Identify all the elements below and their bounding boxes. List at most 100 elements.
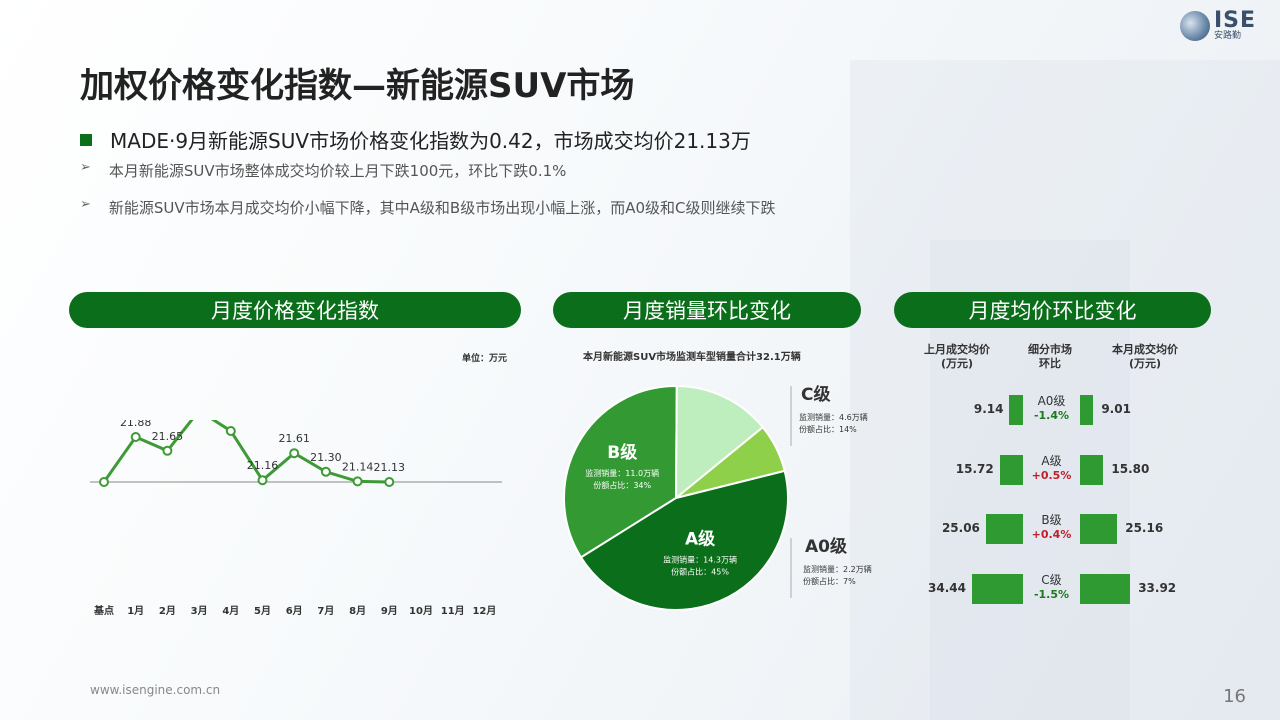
segment-name: C级 (1041, 572, 1062, 587)
x-tick-label: 10月 (409, 605, 433, 617)
logo-globe-icon (1179, 10, 1210, 41)
bullet-1: ➢ 本月新能源SUV市场整体成交均价较上月下跌100元，环比下跌0.1% (80, 160, 566, 181)
cur-price-value: 25.16 (1125, 521, 1164, 535)
x-tick-label: 4月 (222, 605, 239, 617)
x-tick-label: 基点 (93, 604, 114, 617)
data-point (225, 426, 236, 436)
segment-name: B级 (1041, 513, 1062, 527)
unit-label: 单位：万元 (462, 354, 508, 364)
footer-url[interactable]: www.isengine.com.cn (90, 683, 221, 697)
x-tick-label: 2月 (159, 605, 176, 617)
slice-share-label: 份额占比：34% (593, 480, 651, 490)
bar-cur-price (1080, 395, 1094, 425)
slice-share-label: 份额占比：45% (671, 567, 729, 577)
data-label: 21.30 (310, 451, 342, 464)
segment-change: B级 +0.4% (1025, 513, 1078, 542)
slice-name-label: A0级 (805, 536, 847, 557)
arrow-bullet-icon: ➢ (80, 197, 91, 212)
segment-name: A级 (1041, 453, 1062, 468)
x-tick-label: 9月 (381, 605, 398, 617)
slice-share-label: 份额占比：14% (799, 424, 857, 434)
prev-price-value: 9.14 (973, 402, 1004, 416)
data-label: 21.98 (215, 420, 247, 423)
arrow-bullet-icon: ➢ (80, 160, 91, 175)
slice-volume-label: 监测销量：4.6万辆 (799, 412, 868, 422)
brand-logo: ISE 安路勤 (1179, 8, 1256, 41)
segment-change: A0级 -1.4% (1025, 394, 1078, 423)
data-label: 21.65 (152, 430, 184, 443)
background-building-shape (850, 60, 1280, 720)
segment-change: A级 +0.5% (1025, 454, 1078, 483)
segment-change-pct: +0.5% (1031, 468, 1072, 482)
header-segment: 细分市场 环比 (1028, 343, 1072, 371)
pie-title: 本月新能源SUV市场监测车型销量合计32.1万辆 (583, 352, 801, 363)
data-point (384, 477, 395, 487)
panel-header-sales: 月度销量环比变化 (553, 292, 861, 328)
headline-text: MADE·9月新能源SUV市场价格变化指数为0.42，市场成交均价21.13万 (110, 129, 751, 153)
segment-change: C级 -1.5% (1025, 573, 1078, 602)
prev-price-value: 15.72 (955, 461, 994, 476)
x-tick-label: 7月 (317, 605, 334, 617)
page-title: 加权价格变化指数—新能源SUV市场 (80, 66, 635, 106)
logo-main-text: ISE (1213, 8, 1256, 33)
x-tick-label: 1月 (127, 605, 144, 617)
bar-prev-price (972, 573, 1023, 604)
headline: MADE·9月新能源SUV市场价格变化指数为0.42，市场成交均价21.13万 (80, 125, 751, 154)
prev-price-value: 34.44 (928, 580, 967, 595)
slice-name-label: B级 (607, 442, 637, 463)
data-label: 21.13 (374, 461, 406, 474)
bullet-text: 本月新能源SUV市场整体成交均价较上月下跌100元，环比下跌0.1% (108, 162, 567, 180)
cur-price-value: 9.01 (1101, 402, 1131, 416)
bar-cur-price (1080, 514, 1118, 544)
pie-slice (579, 469, 789, 611)
data-label: 21.16 (247, 459, 279, 472)
x-tick-label: 12月 (472, 605, 496, 617)
segment-change-pct: -1.4% (1033, 409, 1070, 422)
cur-price-value: 33.92 (1138, 580, 1177, 595)
x-tick-label: 6月 (286, 605, 303, 617)
data-point (257, 475, 268, 486)
bullet-text: 新能源SUV市场本月成交均价小幅下降，其中A级和B级市场出现小幅上涨，而A0级和… (108, 199, 776, 217)
bar-cur-price (1080, 573, 1131, 604)
data-point (320, 466, 331, 477)
data-point (289, 448, 300, 459)
data-label: 21.61 (278, 432, 310, 445)
prev-price-value: 25.06 (941, 521, 980, 535)
x-tick-label: 5月 (254, 605, 271, 617)
slice-name-label: C级 (801, 384, 830, 405)
panel-header-index: 月度价格变化指数 (69, 292, 521, 328)
x-tick-label: 3月 (191, 605, 208, 617)
x-tick-label: 11月 (441, 605, 465, 617)
data-point (130, 432, 141, 442)
slice-volume-label: 监测销量：2.2万辆 (803, 564, 872, 574)
square-bullet-icon (80, 133, 92, 146)
logo-sub-text: 安路勤 (1213, 31, 1241, 41)
segment-change-pct: +0.4% (1031, 528, 1072, 541)
data-point (162, 445, 173, 456)
slice-share-label: 份额占比：7% (803, 576, 856, 586)
segment-name: A0级 (1037, 394, 1066, 408)
slice-name-label: A级 (685, 529, 715, 550)
data-label: 21.88 (120, 420, 152, 429)
bullet-2: ➢ 新能源SUV市场本月成交均价小幅下降，其中A级和B级市场出现小幅上涨，而A0… (80, 197, 776, 218)
panel-header-avg: 月度均价环比变化 (894, 292, 1211, 328)
data-point (99, 477, 109, 487)
header-cur-price: 本月成交均价 (万元) (1112, 343, 1178, 371)
x-tick-label: 8月 (349, 605, 366, 617)
bar-prev-price (985, 514, 1023, 544)
slice-volume-label: 监测销量：14.3万辆 (663, 555, 737, 565)
bar-prev-price (999, 454, 1023, 485)
page-number: 16 (1223, 686, 1246, 707)
data-point (352, 476, 363, 487)
segment-change-pct: -1.5% (1033, 587, 1070, 601)
header-prev-price: 上月成交均价 (万元) (924, 343, 990, 371)
slice-volume-label: 监测销量：11.0万辆 (585, 468, 659, 478)
pie-slice (674, 384, 765, 501)
bar-prev-price (1009, 395, 1023, 425)
series-line (102, 420, 390, 484)
data-label: 21.14 (342, 460, 374, 473)
bar-cur-price (1080, 454, 1104, 485)
cur-price-value: 15.80 (1111, 461, 1150, 476)
